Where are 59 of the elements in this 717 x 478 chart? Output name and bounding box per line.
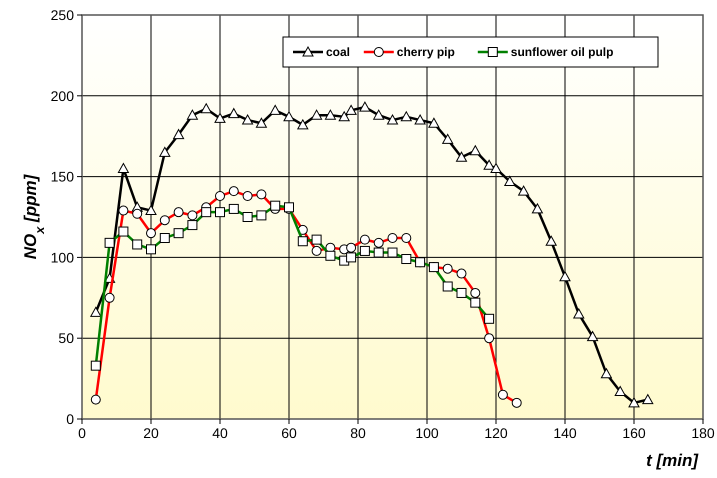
x-tick-label: 60: [281, 425, 297, 441]
y-tick-label: 150: [50, 168, 74, 185]
legend-label: coal: [326, 45, 350, 59]
point: [504, 176, 516, 186]
x-tick-label: 120: [484, 425, 508, 441]
point: [242, 114, 254, 125]
point: [214, 112, 226, 123]
y-tick-label: 100: [50, 249, 74, 266]
x-tick-label: 180: [691, 425, 715, 441]
point: [90, 306, 102, 317]
point: [532, 203, 543, 214]
point: [414, 114, 426, 125]
point: [346, 104, 357, 115]
legend-label: cherry pip: [396, 45, 455, 59]
point: [200, 103, 212, 114]
point: [359, 102, 370, 112]
point: [146, 205, 156, 216]
point: [642, 394, 654, 404]
point: [373, 110, 384, 120]
point: [159, 146, 170, 157]
point: [256, 118, 267, 128]
point: [338, 111, 350, 122]
legend-label: sunflower oil pulp: [510, 45, 614, 59]
point: [311, 110, 322, 120]
point: [186, 110, 198, 120]
point: [428, 118, 440, 128]
point: [587, 331, 598, 342]
y-tick-label: 200: [50, 88, 74, 104]
x-tick-label: 40: [212, 425, 228, 441]
point: [456, 152, 467, 162]
point: [560, 271, 570, 282]
point: [600, 368, 612, 378]
point: [573, 308, 584, 318]
x-tick-label: 140: [553, 425, 577, 441]
point: [442, 134, 454, 144]
point: [490, 163, 502, 174]
point: [614, 386, 626, 396]
point: [118, 163, 129, 174]
point: [400, 111, 412, 122]
point: [470, 145, 481, 156]
y-tick-label: 0: [66, 411, 74, 427]
point: [173, 129, 184, 140]
point: [387, 114, 398, 125]
x-tick-label: 80: [350, 425, 366, 441]
point: [284, 111, 294, 122]
point: [228, 108, 240, 118]
point: [297, 119, 308, 130]
x-axis-title: t [min]: [646, 451, 700, 470]
point: [270, 104, 281, 115]
x-tick-label: 160: [622, 425, 646, 441]
point: [518, 186, 530, 196]
y-tick-label: 50: [58, 330, 74, 346]
point: [628, 397, 640, 408]
point: [546, 236, 557, 246]
x-tick-label: 20: [143, 425, 159, 441]
y-tick-label: 250: [50, 7, 74, 23]
x-tick-label: 100: [415, 425, 439, 441]
x-tick-label: 0: [78, 425, 86, 441]
point: [324, 110, 336, 120]
